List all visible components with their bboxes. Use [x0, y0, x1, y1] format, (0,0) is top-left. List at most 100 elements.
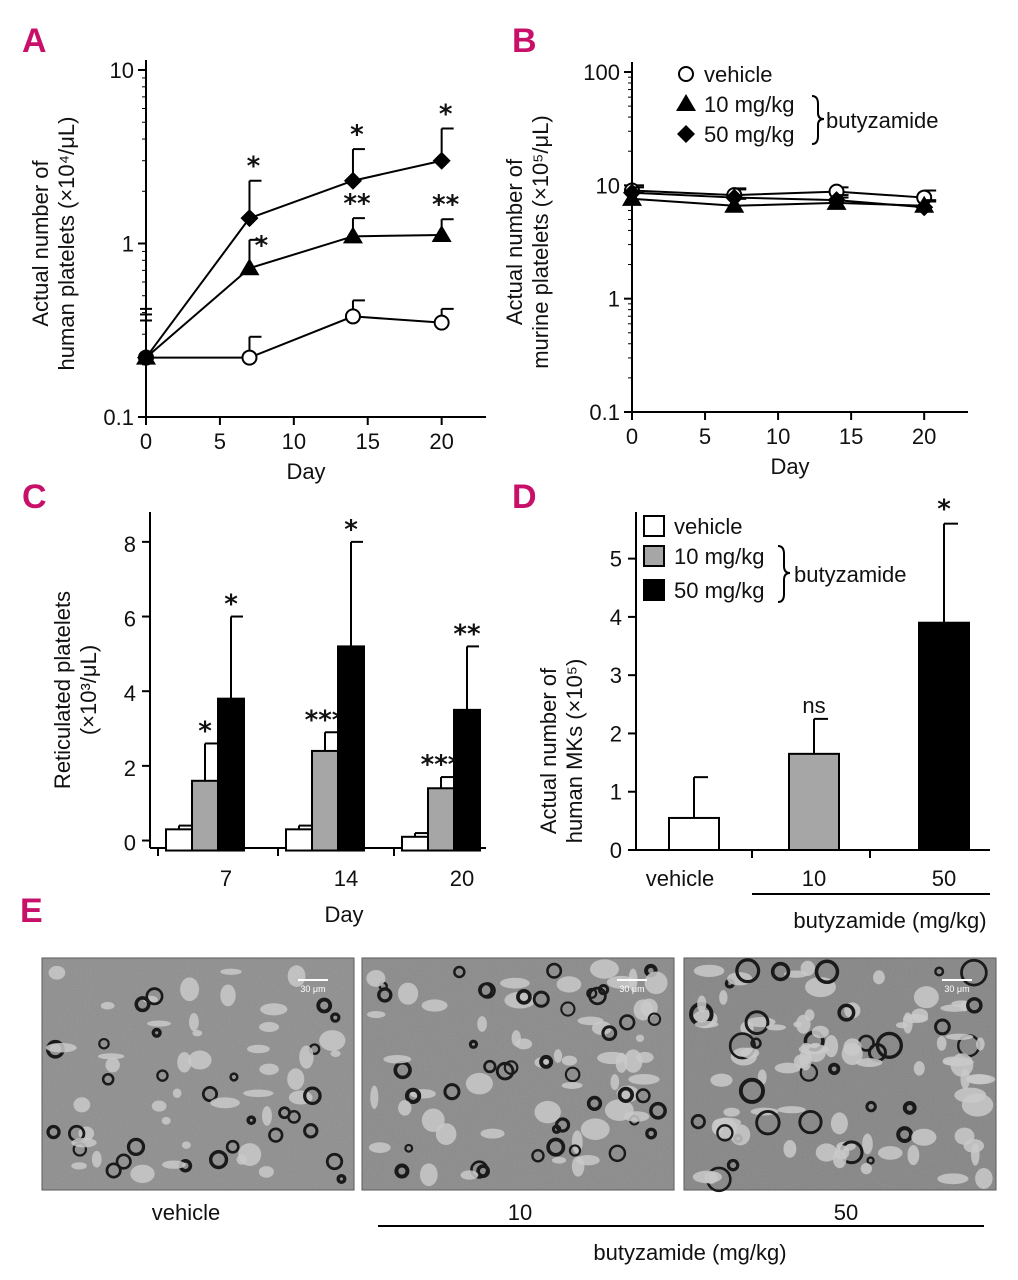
d-x-tick-label: vehicle — [646, 866, 714, 891]
cell — [866, 1156, 875, 1165]
vacuole — [862, 1133, 873, 1155]
cell — [46, 1124, 61, 1140]
vacuole — [192, 1029, 203, 1037]
cell — [151, 1027, 162, 1038]
cell — [225, 1139, 240, 1154]
micrograph-group-label: butyzamide (mg/kg) — [593, 1240, 786, 1265]
cell — [960, 958, 988, 987]
cell — [483, 1059, 497, 1074]
vacuole — [553, 1049, 563, 1063]
cell — [539, 1054, 554, 1069]
vacuole — [811, 1025, 829, 1039]
vacuole — [877, 1146, 903, 1160]
d-legend-label-2: 50 mg/kg — [674, 578, 765, 603]
vacuole — [644, 971, 668, 995]
a-x-tick-label: 10 — [282, 429, 306, 454]
vacuole — [480, 1128, 505, 1139]
b-x-tick-label: 15 — [839, 424, 863, 449]
cell — [336, 1173, 347, 1184]
vacuole — [260, 1003, 288, 1016]
d-legend-group-label: butyzamide — [794, 562, 907, 587]
cell — [287, 1109, 301, 1124]
a-series-line — [146, 315, 442, 359]
a-significance: ** — [343, 189, 371, 219]
vacuole — [799, 1048, 812, 1071]
vacuole — [623, 1111, 650, 1122]
panel-letter-b: B — [512, 22, 537, 60]
panel-letter-e: E — [20, 892, 43, 930]
b-x-tick-label: 5 — [699, 424, 711, 449]
c-y-tick-label: 8 — [124, 532, 136, 557]
vacuole — [465, 1072, 493, 1095]
a-data-point — [241, 349, 258, 366]
b-y-tick-label: 1 — [608, 287, 620, 312]
vacuole — [366, 969, 386, 987]
c-bar-vehicle — [285, 828, 313, 852]
c-y-axis-label: (×10³/μL) — [76, 645, 101, 735]
vacuole — [383, 1055, 412, 1064]
cell — [568, 1144, 582, 1157]
cell — [101, 1072, 115, 1086]
a-series-line — [145, 159, 442, 359]
d-y-tick-label: 3 — [610, 663, 622, 688]
vacuole — [907, 1145, 920, 1166]
a-x-tick-label: 20 — [429, 429, 453, 454]
d-legend-swatch-1 — [643, 545, 665, 567]
vacuole — [515, 1038, 533, 1050]
cell — [601, 1025, 618, 1042]
b-data-point — [725, 188, 744, 207]
vacuole — [824, 1035, 839, 1058]
c-x-tick-label: 20 — [450, 866, 474, 891]
d-significance: * — [937, 495, 951, 525]
cell — [690, 1114, 706, 1130]
a-x-axis-label: Day — [286, 459, 325, 484]
vacuole — [730, 1124, 751, 1146]
vacuole — [697, 995, 707, 1013]
vacuole — [591, 1021, 612, 1036]
cell — [560, 1001, 576, 1017]
vacuole — [319, 1030, 346, 1051]
chart-d: 0 1 2 3 4 5 vehicle ns 10 * 50 butyzamide (mg/kg) Ac… — [536, 495, 990, 933]
cell — [268, 1127, 284, 1143]
d-x-tick-label: 50 — [932, 866, 956, 891]
vacuole — [692, 1170, 723, 1184]
vacuole — [945, 1033, 974, 1040]
vacuole — [220, 984, 236, 1007]
a-data-point — [431, 224, 452, 242]
d-y-axis-label: human MKs (×10⁵) — [562, 659, 587, 844]
vacuole — [180, 977, 200, 1002]
d-x-tick-label: 10 — [802, 866, 826, 891]
cell — [546, 1137, 566, 1157]
vacuole — [640, 998, 658, 1017]
vacuole — [830, 1112, 848, 1135]
cell — [532, 990, 550, 1008]
chart-a: 0.1 1 10 0 5 10 15 20 Day Actual number of human p… — [28, 58, 486, 484]
vacuole — [238, 1143, 262, 1166]
cell — [902, 1101, 917, 1115]
vacuole — [161, 1116, 171, 1125]
c-x-tick-label: 7 — [220, 866, 232, 891]
scale-bar-label-2: 30 μm — [619, 984, 644, 994]
vacuole — [181, 1141, 191, 1149]
cell — [404, 1143, 414, 1153]
vacuole — [580, 1118, 610, 1140]
cell — [770, 961, 791, 982]
vacuole — [551, 1156, 567, 1164]
cell — [814, 959, 840, 985]
cell — [635, 1088, 651, 1104]
cell — [453, 965, 466, 979]
vacuole — [965, 1073, 992, 1085]
vacuole — [477, 1016, 487, 1032]
d-legend-swatch-2 — [643, 579, 665, 601]
vacuole — [694, 1020, 719, 1028]
vacuole — [610, 1074, 620, 1091]
vacuole — [913, 986, 939, 1009]
d-bar-10 — [788, 752, 840, 852]
b-legend-brace — [811, 95, 825, 145]
cell — [246, 1115, 257, 1126]
cell — [98, 1037, 110, 1050]
chart-b: 0.1 1 10 100 0 5 10 15 20 Day Actual number of muri… — [502, 60, 968, 479]
vacuole — [975, 1167, 993, 1189]
b-legend-label-0: vehicle — [704, 62, 772, 87]
vacuole — [860, 1162, 872, 1175]
